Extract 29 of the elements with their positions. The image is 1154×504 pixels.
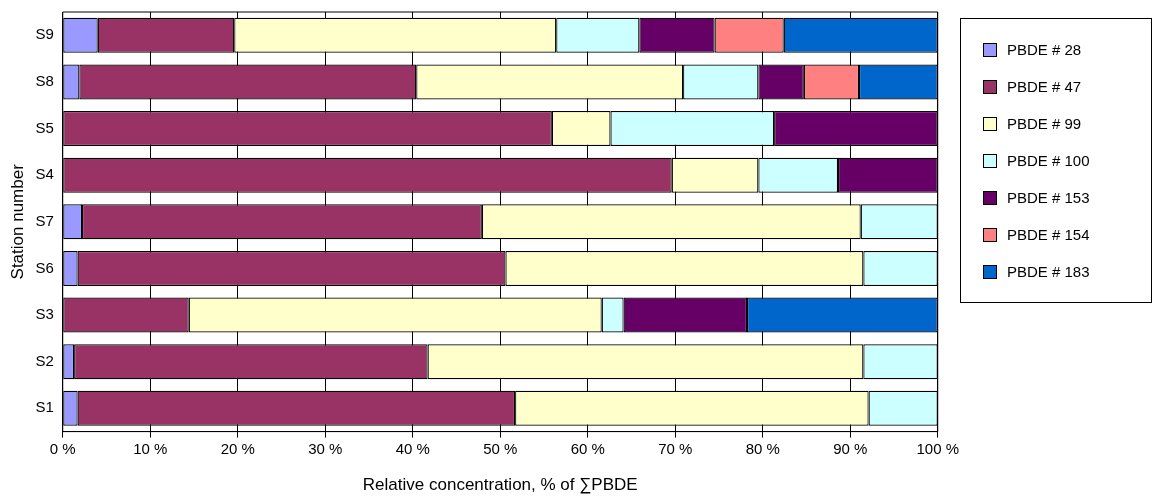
y-tick-label: S9 bbox=[35, 25, 54, 43]
y-tick-label: S8 bbox=[35, 72, 54, 90]
x-tick-label: 30 % bbox=[308, 439, 343, 457]
y-tick-label: S6 bbox=[35, 258, 54, 276]
x-tick-label: 100 % bbox=[916, 439, 960, 457]
legend-label: PBDE # 99 bbox=[1007, 115, 1082, 132]
y-axis-title: Station number bbox=[7, 163, 27, 280]
x-tick-label: 10 % bbox=[133, 439, 168, 457]
y-tick-label: S7 bbox=[35, 211, 54, 229]
legend-label: PBDE # 154 bbox=[1007, 226, 1090, 243]
legend-label: PBDE # 183 bbox=[1007, 263, 1090, 280]
x-tick-label: 50 % bbox=[483, 439, 518, 457]
x-tick-label: 80 % bbox=[745, 439, 780, 457]
legend-label: PBDE # 153 bbox=[1007, 189, 1090, 206]
legend-label: PBDE # 100 bbox=[1007, 152, 1090, 169]
y-tick-label: S5 bbox=[35, 118, 54, 136]
x-tick-label: 40 % bbox=[395, 439, 430, 457]
legend-label: PBDE # 28 bbox=[1007, 41, 1082, 58]
y-tick-label: S1 bbox=[35, 398, 54, 416]
x-tick-label: 60 % bbox=[570, 439, 605, 457]
x-tick-label: 20 % bbox=[220, 439, 255, 457]
y-tick-label: S3 bbox=[35, 305, 54, 323]
x-axis-title: Relative concentration, % of ∑PBDE bbox=[362, 475, 638, 495]
legend-label: PBDE # 47 bbox=[1007, 78, 1082, 95]
y-tick-label: S2 bbox=[35, 351, 54, 369]
x-tick-label: 90 % bbox=[833, 439, 868, 457]
x-tick-label: 70 % bbox=[658, 439, 693, 457]
y-tick-label: S4 bbox=[35, 165, 54, 183]
x-tick-label: 0 % bbox=[49, 439, 76, 457]
